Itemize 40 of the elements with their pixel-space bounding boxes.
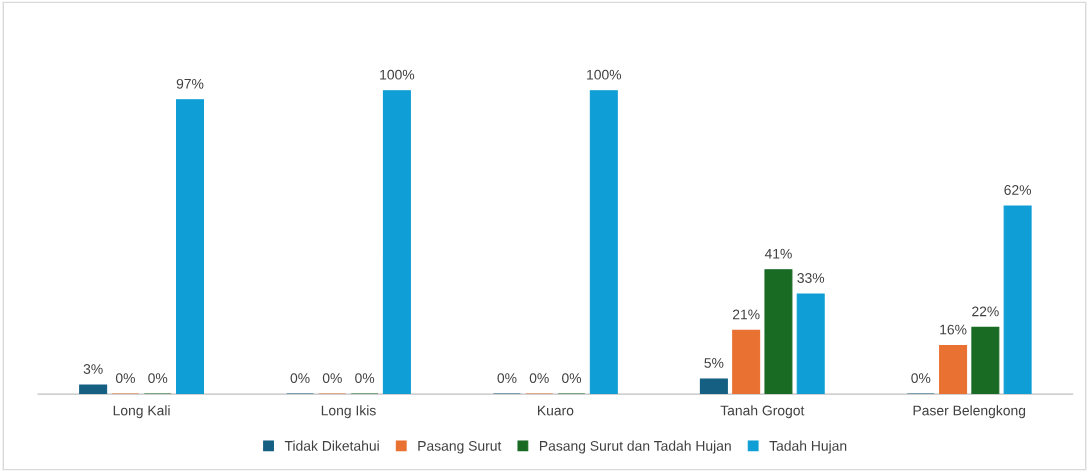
data-label: 100% (587, 69, 622, 80)
legend-label: Tadah Hujan (769, 440, 847, 454)
bar (971, 326, 1000, 395)
bar (796, 293, 825, 395)
data-label: 41% (764, 248, 792, 259)
data-label: 0% (148, 373, 168, 384)
data-label: 0% (115, 373, 135, 384)
bar (175, 99, 204, 395)
bar (1003, 205, 1032, 395)
bar (382, 90, 411, 395)
data-label: 5% (704, 358, 724, 368)
data-label: 0% (290, 373, 310, 384)
data-label: 21% (732, 309, 760, 320)
data-label: 33% (797, 273, 825, 283)
bar (79, 384, 108, 395)
bar (764, 269, 793, 395)
data-label: 0% (562, 373, 582, 384)
data-label: 16% (940, 324, 967, 335)
x-tick-label: Long Kali (113, 405, 170, 419)
data-label: 0% (529, 373, 549, 384)
x-tick-label: Paser Belengkong (913, 405, 1026, 419)
legend-label: Pasang Surut dan Tadah Hujan (539, 440, 731, 454)
data-label: 22% (972, 306, 999, 317)
data-label: 62% (1004, 185, 1032, 195)
data-label: 0% (322, 373, 342, 384)
bar (699, 378, 728, 395)
legend-label: Tidak Diketahui (284, 440, 379, 451)
data-label: 0% (911, 373, 931, 384)
bar (589, 90, 618, 395)
x-tick-label: Kuaro (538, 405, 574, 416)
bar (939, 345, 968, 395)
data-label: 0% (355, 373, 375, 384)
data-label: 0% (497, 373, 517, 384)
data-label: 100% (380, 69, 415, 80)
legend-label: Pasang Surut (418, 440, 502, 454)
data-label: 97% (176, 78, 204, 89)
x-tick-label: Tanah Grogot (720, 405, 805, 419)
bar (732, 329, 761, 395)
x-tick-label: Long Ikis (321, 405, 376, 419)
data-label: 3% (83, 364, 103, 374)
